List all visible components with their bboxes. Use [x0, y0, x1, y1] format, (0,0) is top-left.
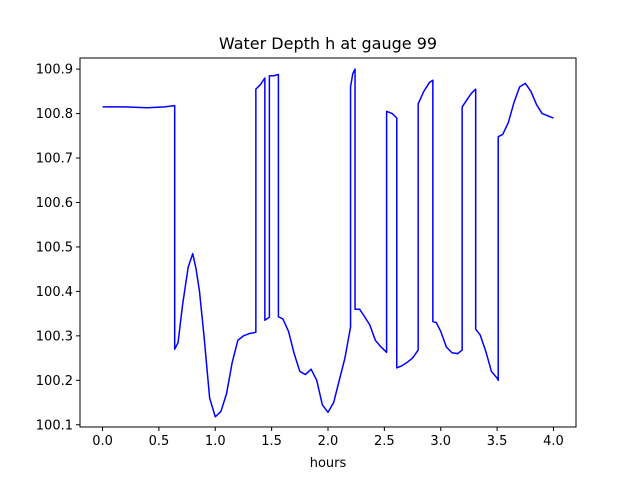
x-tick-label: 2.0 — [318, 434, 339, 449]
y-tick-label: 100.8 — [36, 107, 73, 122]
x-tick-label: 3.5 — [487, 434, 508, 449]
y-tick-label: 100.1 — [36, 418, 73, 433]
x-tick-label: 3.0 — [430, 434, 451, 449]
y-tick-label: 100.5 — [36, 240, 73, 255]
series-line-0 — [102, 68, 554, 418]
x-axis-label: hours — [310, 456, 347, 471]
y-tick-label: 100.9 — [36, 63, 73, 78]
x-axis: 0.0 0.5 1.0 1.5 2.0 2.5 3.0 3.5 4.0 — [92, 427, 564, 449]
chart-title: Water Depth h at gauge 99 — [219, 34, 437, 53]
y-tick-label: 100.3 — [36, 329, 73, 344]
y-tick-label: 100.6 — [36, 196, 73, 211]
x-tick-label: 1.5 — [261, 434, 282, 449]
plot-frame — [79, 57, 577, 428]
y-tick-label: 100.7 — [36, 152, 73, 167]
x-tick-label: 4.0 — [543, 434, 564, 449]
x-tick-label: 0.0 — [92, 434, 113, 449]
y-tick-label: 100.4 — [36, 285, 73, 300]
y-axis: 100.1 100.2 100.3 100.4 100.5 100.6 100.7 100.8… — [36, 63, 80, 433]
plot-area — [102, 68, 554, 418]
x-tick-label: 2.5 — [374, 434, 395, 449]
x-tick-label: 0.5 — [149, 434, 170, 449]
y-tick-label: 100.2 — [36, 374, 73, 389]
x-tick-label: 1.0 — [205, 434, 226, 449]
